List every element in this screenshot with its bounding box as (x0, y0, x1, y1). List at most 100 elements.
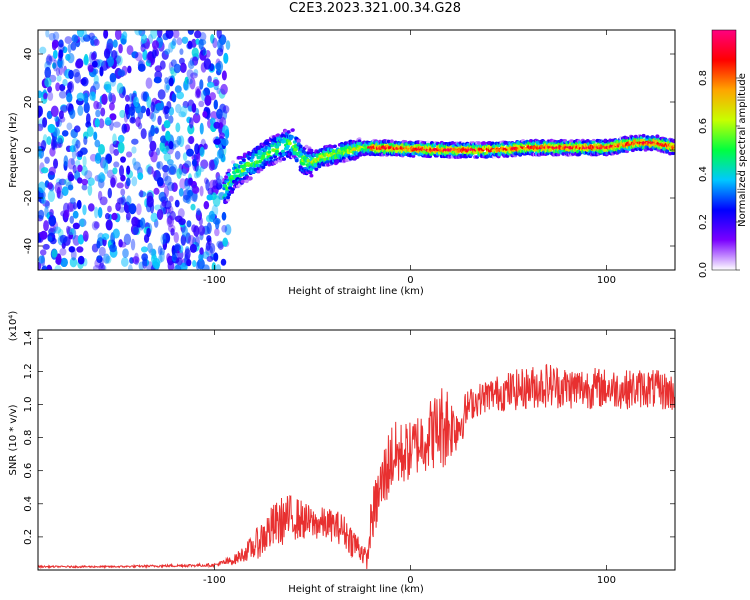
heatmap-cell (88, 32, 95, 40)
x-tick-label: -100 (203, 275, 226, 286)
heatmap-cell (220, 258, 227, 266)
heatmap-cell (68, 69, 74, 80)
heatmap-cell (126, 165, 131, 175)
heatmap-cell (76, 30, 84, 38)
heatmap-cell (216, 30, 222, 40)
heatmap-cell (668, 151, 673, 156)
heatmap-cell (196, 208, 201, 216)
heatmap-cell (665, 149, 670, 153)
heatmap-cell (167, 205, 174, 215)
heatmap-cell (100, 173, 106, 182)
heatmap-cell (276, 133, 281, 138)
heatmap-cell (221, 138, 229, 147)
heatmap-cell (199, 166, 205, 173)
heatmap-cell (74, 60, 83, 69)
heatmap-cell (117, 142, 125, 154)
heatmap-cell (109, 244, 117, 253)
heatmap-cell (96, 174, 102, 183)
heatmap-cell (97, 190, 103, 201)
heatmap-cell (69, 145, 76, 153)
heatmap-cell (120, 256, 129, 268)
heatmap-cell (157, 245, 163, 256)
heatmap-cell (114, 30, 122, 40)
heatmap-cell (241, 158, 246, 163)
heatmap-cell (127, 65, 132, 74)
heatmap-cell (189, 243, 197, 253)
heatmap-cell (45, 55, 53, 66)
heatmap-cell (167, 164, 175, 176)
heatmap-cell (187, 30, 194, 35)
heatmap-cell (135, 203, 142, 216)
heatmap-cell (221, 224, 228, 233)
heatmap-cell (84, 170, 93, 180)
heatmap-cell (116, 82, 124, 94)
heatmap-cell (169, 66, 175, 75)
heatmap-cell (58, 39, 64, 48)
heatmap-cell (51, 139, 56, 151)
heatmap-cell (89, 91, 96, 101)
heatmap-cell (59, 234, 68, 244)
heatmap-cell (184, 76, 189, 85)
heatmap-cell (298, 165, 303, 169)
heatmap-cell (215, 264, 222, 270)
x-tick-label: 100 (597, 275, 616, 286)
heatmap-cell (153, 187, 160, 195)
heatmap-cell (118, 43, 123, 54)
heatmap-cell (140, 43, 146, 53)
heatmap-cell (46, 264, 53, 270)
heatmap-cell (77, 150, 84, 157)
heatmap-cell (83, 55, 89, 66)
y-tick-label: -20 (23, 190, 34, 206)
heatmap-cell (101, 93, 108, 105)
heatmap-cell (49, 208, 54, 217)
heatmap-cell (120, 156, 126, 163)
heatmap-cell (212, 179, 219, 190)
heatmap-cell (87, 177, 95, 186)
heatmap-cell (94, 206, 99, 219)
heatmap-cell (225, 40, 231, 50)
heatmap-cell (155, 102, 164, 111)
heatmap-cells (38, 30, 675, 270)
heatmap-cell (199, 122, 204, 135)
heatmap-cell (633, 134, 638, 139)
heatmap-cell (55, 253, 62, 265)
heatmap-cell (165, 30, 174, 39)
heatmap-cell (75, 139, 81, 149)
heatmap-cell (58, 90, 67, 99)
heatmap-cell (176, 257, 183, 266)
heatmap-cell (131, 216, 139, 227)
heatmap-cell (162, 232, 171, 244)
heatmap-cell (54, 265, 62, 270)
y-tick-label: 1.4 (23, 330, 34, 346)
heatmap-cell (112, 228, 120, 239)
heatmap-cell (130, 238, 136, 251)
heatmap-cell (107, 187, 112, 199)
heatmap-cell (116, 182, 124, 189)
heatmap-cell (44, 66, 52, 79)
heatmap-cell (163, 120, 171, 129)
heatmap-cell (192, 185, 200, 194)
heatmap-cell (212, 79, 220, 87)
heatmap-cell (61, 186, 69, 197)
heatmap-cell (123, 233, 132, 246)
heatmap-cell (67, 81, 73, 91)
heatmap-cell (267, 146, 272, 151)
spectrogram-y-ticks: -40 -20 0 20 40 (23, 48, 675, 254)
heatmap-cell (216, 108, 223, 120)
heatmap-cell (170, 228, 175, 236)
heatmap-cell (387, 146, 392, 150)
heatmap-cell (293, 147, 298, 152)
heatmap-cell (186, 259, 192, 267)
heatmap-cell (119, 109, 126, 119)
heatmap-cell (104, 212, 111, 220)
heatmap-cell (38, 123, 44, 132)
heatmap-cell (145, 59, 152, 67)
heatmap-cell (194, 30, 202, 39)
heatmap-cell (140, 246, 148, 253)
heatmap-cell (156, 30, 163, 38)
heatmap-cell (205, 179, 210, 191)
heatmap-cell (251, 152, 256, 157)
heatmap-cell (141, 253, 149, 262)
heatmap-cell (126, 195, 132, 206)
heatmap-cell (199, 79, 204, 90)
